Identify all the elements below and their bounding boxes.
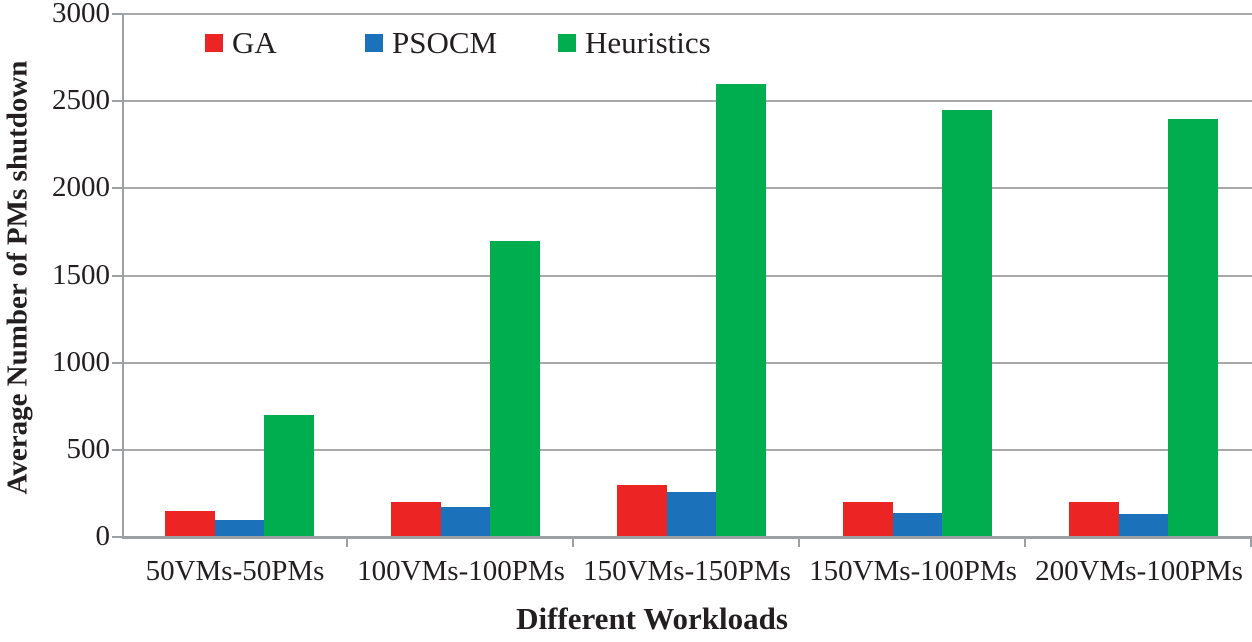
y-tick-1500	[112, 274, 122, 277]
gridline-2000	[122, 187, 1252, 190]
x-tick-3	[798, 537, 800, 547]
bar-ga-0	[165, 511, 215, 537]
y-tick-500	[112, 448, 122, 451]
legend-swatch-heuristics	[558, 33, 576, 52]
gridline-3000	[122, 13, 1252, 15]
x-tick-4	[1024, 537, 1026, 547]
bar-heuristics-4	[1168, 119, 1218, 537]
y-axis-line	[122, 14, 124, 537]
bar-heuristics-2	[716, 84, 766, 537]
y-tick-2000	[112, 187, 122, 190]
x-category-label-4: 200VMs-100PMs	[1035, 555, 1243, 587]
gridline-1000	[122, 361, 1252, 364]
x-tick-2	[572, 537, 574, 547]
y-tick-1000	[112, 361, 122, 364]
bar-psocm-1	[441, 507, 491, 537]
plot-area	[122, 13, 1252, 537]
bar-ga-4	[1069, 502, 1119, 537]
bar-psocm-3	[893, 513, 943, 537]
bar-ga-1	[391, 502, 441, 537]
x-category-label-1: 100VMs-100PMs	[357, 555, 565, 587]
legend-swatch-psocm	[365, 33, 383, 52]
y-tick-label-500: 500	[66, 432, 111, 465]
bar-heuristics-0	[264, 415, 314, 537]
y-tick-label-2000: 2000	[52, 171, 110, 204]
gridline-2500	[122, 100, 1252, 103]
y-tick-3000	[112, 13, 122, 15]
y-tick-label-1000: 1000	[52, 345, 110, 378]
x-category-label-0: 50VMs-50PMs	[145, 555, 325, 587]
legend-item-ga: GA	[205, 27, 277, 58]
legend-label-heuristics: Heuristics	[585, 25, 711, 60]
bar-ga-3	[843, 502, 893, 537]
y-tick-label-0: 0	[95, 520, 111, 552]
bar-psocm-2	[667, 492, 717, 537]
y-tick-label-2500: 2500	[52, 84, 110, 117]
bar-heuristics-3	[942, 110, 992, 537]
x-tick-5	[1250, 537, 1252, 547]
legend-label-psocm: PSOCM	[392, 25, 498, 60]
x-axis-line	[122, 536, 1252, 539]
legend-swatch-ga	[205, 33, 223, 52]
y-tick-label-1500: 1500	[52, 258, 110, 291]
legend-item-heuristics: Heuristics	[558, 27, 711, 58]
x-axis-title: Different Workloads	[516, 601, 788, 636]
y-tick-2500	[112, 100, 122, 103]
bar-ga-2	[617, 485, 667, 537]
x-tick-1	[346, 537, 348, 547]
bar-heuristics-1	[490, 241, 540, 537]
legend-label-ga: GA	[232, 25, 277, 60]
bar-psocm-4	[1119, 514, 1169, 537]
x-category-label-2: 150VMs-150PMs	[583, 555, 791, 587]
y-tick-0	[112, 536, 122, 538]
bar-psocm-0	[215, 520, 265, 537]
gridline-1500	[122, 274, 1252, 277]
y-tick-label-3000: 3000	[52, 0, 110, 29]
x-category-label-3: 150VMs-100PMs	[809, 555, 1017, 587]
legend-item-psocm: PSOCM	[365, 27, 497, 58]
gridline-500	[122, 448, 1252, 451]
